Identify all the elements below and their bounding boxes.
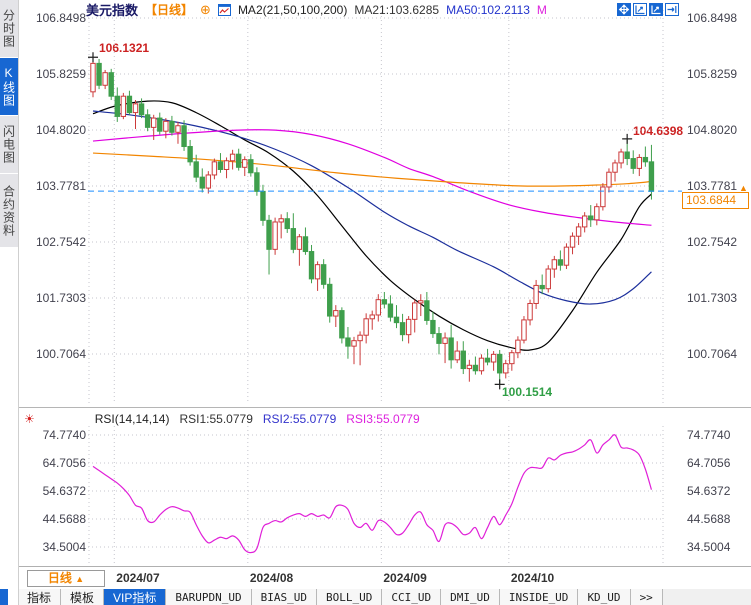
period-high-label: 106.1321 <box>99 41 150 55</box>
tab-bias_ud[interactable]: BIAS_UD <box>251 589 317 605</box>
rsi1-value: RSI1:55.0779 <box>179 412 253 426</box>
candlestick-series <box>90 57 655 385</box>
indicator-tab-bar: 指标 模板 VIP指标 BARUPDN_UD BIAS_UD BOLL_UD CCI_UD D… <box>18 589 751 605</box>
overlay-line-ma21 <box>92 100 652 351</box>
x-axis-row: 日线 ▲ <box>18 566 751 590</box>
period-selector-label: 日线 <box>47 571 72 585</box>
rsi-panel-header: ☀ RSI(14,14,14) RSI1:55.0779 RSI2:55.077… <box>24 412 420 426</box>
tab-vip指标[interactable]: VIP指标 <box>104 589 167 605</box>
recent-high-label: 104.6398 <box>633 124 684 138</box>
x-axis-month-label: 2024/10 <box>510 571 555 585</box>
tabs-overflow-button[interactable]: >> <box>630 589 663 605</box>
ma21-value: MA21:103.6285 <box>354 2 440 17</box>
go-to-latest-icon[interactable] <box>665 3 679 16</box>
add-indicator-icon[interactable]: ⊕ <box>200 1 211 17</box>
corner-accent <box>0 589 8 605</box>
extreme-cross-marker <box>494 379 505 390</box>
sidebar-item-kline[interactable]: K线图 <box>0 58 18 116</box>
extreme-cross-marker <box>622 133 633 144</box>
axis-marker-arrow-icon: ▲ <box>739 183 748 193</box>
rsi3-value: RSI3:55.0779 <box>346 412 420 426</box>
tab-cci_ud[interactable]: CCI_UD <box>382 589 442 605</box>
rsi2-value: RSI2:55.0779 <box>262 412 337 426</box>
tab-boll_ud[interactable]: BOLL_UD <box>316 589 383 605</box>
rsi-line-rsi3 <box>92 434 653 554</box>
tab-kd_ud[interactable]: KD_UD <box>578 589 631 605</box>
indicator-settings-icon[interactable]: ☀ <box>24 412 35 426</box>
x-axis-month-label: 2024/08 <box>249 571 294 585</box>
x-axis-month-label: 2024/09 <box>383 571 427 585</box>
symbol-title: 美元指数 <box>86 3 139 18</box>
period-selector-arrow-icon: ▲ <box>75 574 85 584</box>
chart-header: 美元指数 【日线】 ⊕ MA2(21,50,100,200) MA21:103.… <box>86 1 547 19</box>
tab-指标[interactable]: 指标 <box>18 589 62 605</box>
fit-horizontal-axis-icon[interactable] <box>649 3 663 16</box>
overlay-line-ma200 <box>92 152 652 187</box>
period-selector-button[interactable]: 日线 ▲ <box>27 570 105 587</box>
tab-模板[interactable]: 模板 <box>61 589 105 605</box>
sidebar-item-time-share[interactable]: 分时图 <box>0 0 18 58</box>
ma-group-label: MA2(21,50,100,200) <box>237 2 348 17</box>
tab-barupdn_ud[interactable]: BARUPDN_UD <box>166 589 252 605</box>
tab-dmi_ud[interactable]: DMI_UD <box>441 589 500 605</box>
x-axis-month-label: 2024/07 <box>116 571 160 585</box>
last-price-box: 103.6844 <box>682 192 749 209</box>
rsi-name: RSI(14,14,14) <box>94 412 170 426</box>
sidebar-item-lightning[interactable]: 闪电图 <box>0 116 18 174</box>
extreme-cross-marker <box>88 52 98 63</box>
overlay-line-ma100 <box>92 129 652 226</box>
ma50-value: MA50:102.2113 <box>446 2 530 17</box>
overlay-line-ma50 <box>92 110 652 305</box>
ma100-value-truncated: M <box>536 2 547 17</box>
fit-vertical-axis-icon[interactable] <box>633 3 647 16</box>
gridlines <box>88 10 664 563</box>
period-low-label: 100.1514 <box>502 385 553 399</box>
period-tag: 【日线】 <box>145 3 194 17</box>
move-tool-icon[interactable] <box>617 3 631 16</box>
tab-inside_ud[interactable]: INSIDE_UD <box>499 589 579 605</box>
mini-chart-icon <box>217 3 231 16</box>
chart-toolbar <box>617 3 679 16</box>
chart-mode-sidebar: 分时图 K线图 闪电图 合约资料 <box>0 0 19 605</box>
sidebar-item-contract-info[interactable]: 合约资料 <box>0 174 18 248</box>
